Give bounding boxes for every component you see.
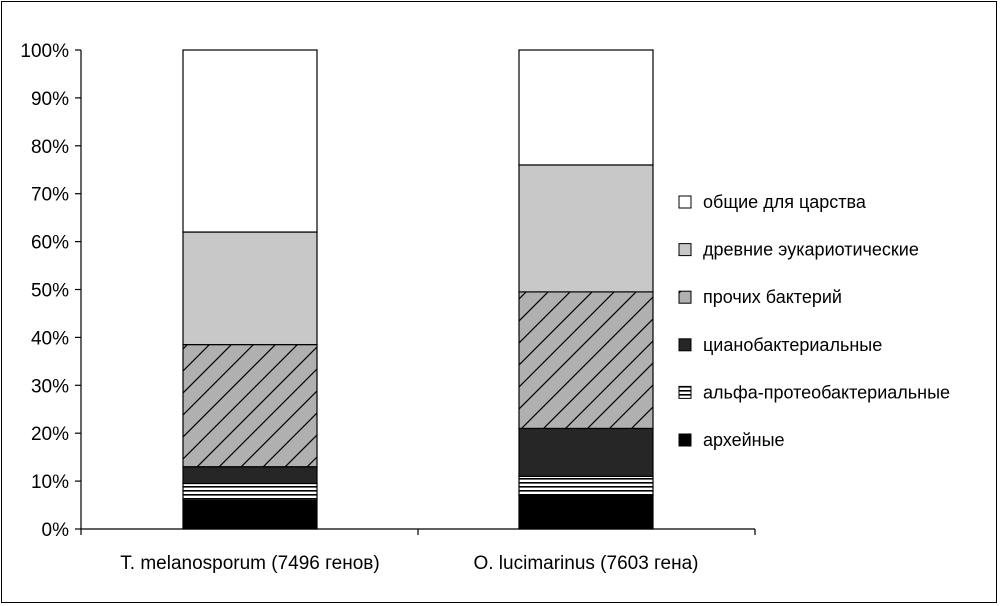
bar-segment (182, 482, 318, 501)
y-tick-label: 90% (31, 89, 69, 110)
legend-label: древние эукариотические (703, 240, 919, 260)
y-tick-label: 40% (31, 328, 69, 349)
bar-segment (182, 499, 318, 530)
legend-swatch (678, 195, 692, 209)
y-tick-label: 0% (42, 520, 70, 541)
bars (182, 49, 654, 530)
legend-swatch (678, 385, 692, 399)
legend-swatch (678, 290, 692, 304)
bar-segment (518, 494, 654, 530)
x-category-label: T. melanosporum (7496 генов) (120, 553, 379, 574)
bar-segment (182, 466, 318, 485)
legend-label: прочих бактерий (703, 287, 842, 307)
y-tick-label: 20% (31, 424, 69, 445)
x-category-label: O. lucimarinus (7603 гена) (473, 553, 698, 574)
legend-label: альфа-протеобактериальные (703, 382, 950, 402)
legend-swatch (678, 338, 692, 352)
legend-swatch (678, 433, 692, 447)
bar-segment (518, 164, 654, 293)
y-tick-label: 50% (31, 281, 69, 302)
bar-segment (182, 231, 318, 346)
y-tick-label: 100% (20, 41, 69, 62)
bar-segment (518, 427, 654, 477)
axes: 0% 10% 20% 30% 40% 50% 60% 70% 80% 90% 100% T. mela… (20, 41, 756, 574)
bar-segment (182, 49, 318, 233)
legend-label: общие для царства (703, 192, 867, 212)
bar-segment (182, 343, 318, 468)
bar-segment (518, 291, 654, 430)
legend-label: цианобактериальные (703, 335, 882, 355)
y-tick-label: 80% (31, 137, 69, 158)
legend-label: архейные (703, 430, 785, 450)
y-tick-label: 10% (31, 472, 69, 493)
y-tick-label: 60% (31, 233, 69, 254)
y-tick-label: 70% (31, 185, 69, 206)
legend-swatch (678, 243, 692, 257)
bar-segment (518, 475, 654, 497)
y-tick-label: 30% (31, 376, 69, 397)
legend: общие для царства древние эукариотические… (678, 192, 950, 450)
bar-segment (518, 49, 654, 166)
